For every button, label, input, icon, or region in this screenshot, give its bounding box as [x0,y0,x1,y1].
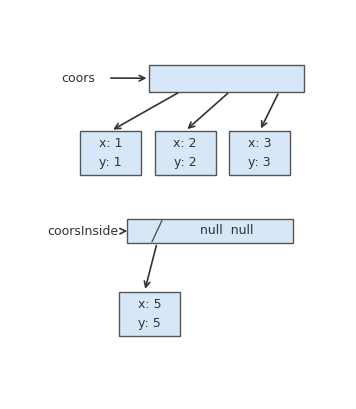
Text: x: 5
y: 5: x: 5 y: 5 [137,298,161,330]
Text: null  null: null null [200,225,253,238]
FancyBboxPatch shape [127,219,293,243]
Text: coors: coors [61,72,95,85]
Text: x: 2
y: 2: x: 2 y: 2 [173,137,197,169]
FancyBboxPatch shape [150,65,304,92]
Text: x: 1
y: 1: x: 1 y: 1 [99,137,122,169]
FancyBboxPatch shape [155,131,216,175]
FancyBboxPatch shape [80,131,141,175]
Text: coorsInside: coorsInside [47,225,119,238]
FancyBboxPatch shape [229,131,290,175]
FancyBboxPatch shape [119,292,180,336]
Text: x: 3
y: 3: x: 3 y: 3 [248,137,272,169]
